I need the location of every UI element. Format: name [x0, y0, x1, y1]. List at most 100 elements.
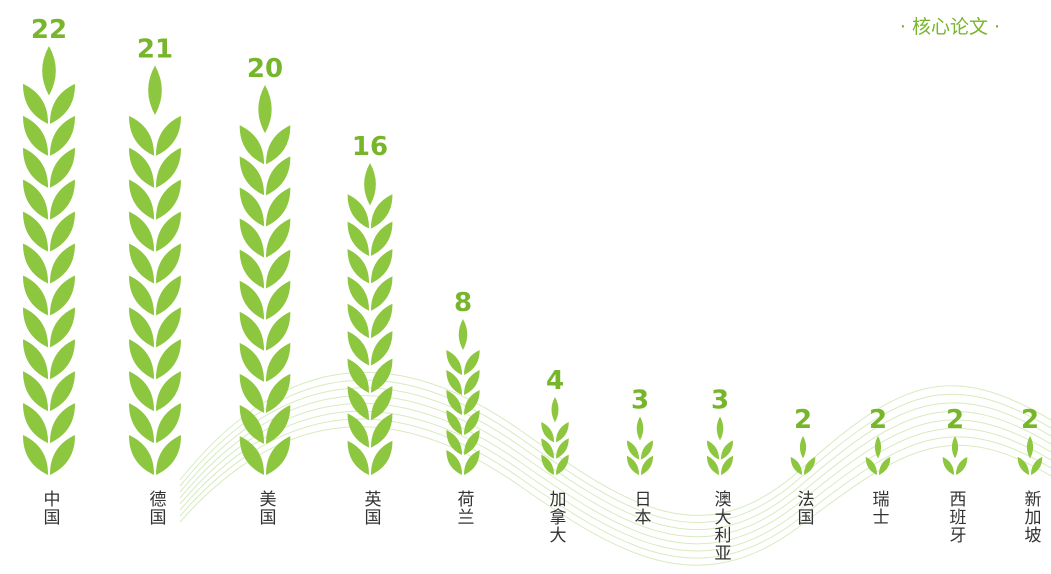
leaf [442, 347, 466, 377]
leaf [953, 455, 970, 477]
leaf [365, 410, 397, 451]
leaf [342, 246, 374, 287]
leaf [342, 273, 374, 314]
leaf [260, 339, 297, 386]
leaf [44, 335, 82, 383]
leaf [800, 436, 806, 458]
leaf [233, 184, 270, 231]
leaf [637, 417, 644, 441]
leaf [260, 277, 297, 324]
category-label: 美国 [257, 490, 274, 526]
value-label: 4 [546, 366, 564, 396]
value-label: 2 [946, 405, 964, 435]
wheat [1015, 436, 1045, 477]
leaf [44, 239, 82, 287]
leaf [44, 176, 82, 224]
leaf [342, 437, 374, 478]
leaf [638, 438, 656, 461]
leaf [150, 335, 188, 383]
leaf [233, 215, 270, 262]
leaf [460, 347, 484, 377]
leaf [260, 246, 297, 293]
leaf [17, 399, 55, 447]
leaf [233, 152, 270, 199]
leaf [442, 367, 466, 397]
category-label: 法国 [795, 490, 812, 526]
leaf [44, 367, 82, 415]
leaf [801, 455, 818, 477]
leaf [365, 246, 397, 287]
wheat [17, 46, 82, 479]
leaf [17, 431, 55, 479]
background-waves [180, 372, 1051, 565]
leaf [233, 277, 270, 324]
leaf [150, 399, 188, 447]
leaf [123, 335, 161, 383]
leaf [44, 399, 82, 447]
leaf [42, 46, 56, 95]
leaf [365, 218, 397, 259]
leaf [150, 239, 188, 287]
leaf [44, 303, 82, 351]
leaf [17, 144, 55, 192]
leaf [17, 271, 55, 319]
value-label: 16 [352, 132, 388, 162]
leaf [123, 176, 161, 224]
leaf [952, 436, 958, 458]
leaf [150, 144, 188, 192]
leaf [150, 431, 188, 479]
leaf [44, 208, 82, 256]
leaf [342, 218, 374, 259]
leaf [123, 271, 161, 319]
leaf [17, 367, 55, 415]
leaf [233, 308, 270, 355]
leaf [233, 339, 270, 386]
leaf [638, 454, 656, 477]
wheat [233, 85, 296, 479]
leaf [150, 112, 188, 160]
wheat [538, 397, 572, 477]
chart: · 核心论文 · 2221201684332222 中国德国美国英国荷兰加拿大日… [0, 0, 1051, 574]
leaf [624, 438, 642, 461]
leaf [260, 152, 297, 199]
category-label: 西班牙 [947, 490, 964, 544]
value-label: 22 [31, 15, 67, 45]
chart-svg: · 核心论文 · 2221201684332222 [0, 0, 1051, 574]
wheat [624, 417, 656, 477]
wheat [940, 436, 970, 477]
leaf [553, 436, 572, 461]
leaf [718, 438, 736, 461]
wheat [704, 417, 736, 477]
wheat [442, 319, 483, 478]
leaf [365, 437, 397, 478]
leaf [624, 454, 642, 477]
wheat [342, 163, 398, 478]
leaf [123, 144, 161, 192]
leaf [552, 397, 559, 422]
category-label: 加拿大 [547, 490, 564, 544]
leaf [123, 112, 161, 160]
value-label: 3 [711, 386, 729, 416]
leaf [260, 308, 297, 355]
leaf [364, 163, 376, 205]
leaf [553, 453, 572, 478]
leaf [704, 454, 722, 477]
wheat [788, 436, 818, 477]
category-label: 澳大利亚 [712, 490, 729, 562]
leaf [123, 208, 161, 256]
value-label: 8 [454, 288, 472, 318]
leaf [863, 455, 880, 477]
leaf [553, 420, 572, 445]
chart-title: · 核心论文 · [900, 16, 1000, 38]
leaf [17, 303, 55, 351]
leaf [44, 112, 82, 160]
leaf [17, 112, 55, 160]
value-label: 3 [631, 386, 649, 416]
leaf [342, 300, 374, 341]
leaf [1028, 455, 1045, 477]
leaf [342, 328, 374, 369]
leaf [150, 303, 188, 351]
category-label: 德国 [147, 490, 164, 526]
leaf [233, 246, 270, 293]
leaf [342, 355, 374, 396]
